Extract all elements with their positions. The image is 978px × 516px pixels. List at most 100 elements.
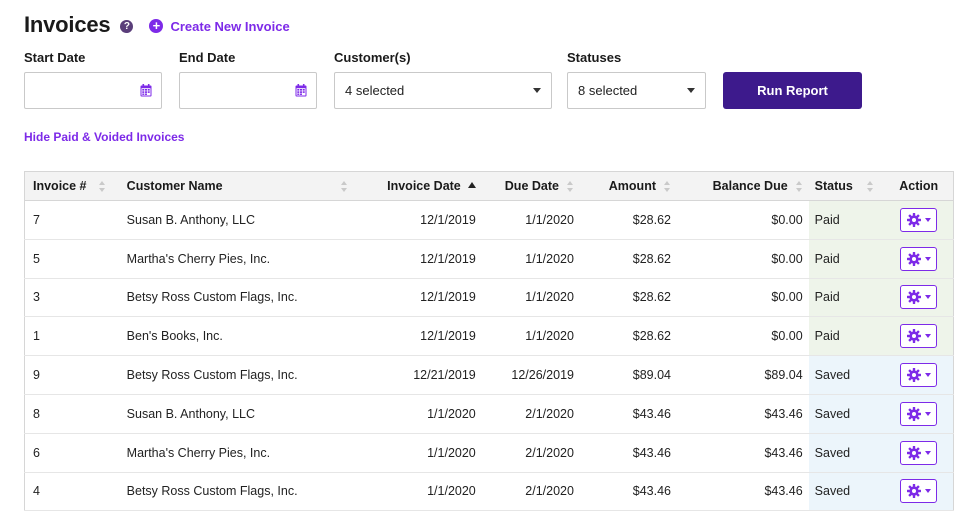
action-cell bbox=[884, 200, 955, 240]
calendar-icon[interactable] bbox=[140, 84, 152, 97]
chevron-down-icon bbox=[924, 373, 931, 378]
amount-cell: $28.62 bbox=[583, 239, 681, 279]
column-header-invoice-date[interactable]: Invoice Date bbox=[357, 171, 486, 201]
start-date-input[interactable] bbox=[24, 72, 162, 109]
balance-due-cell: $43.46 bbox=[681, 433, 809, 473]
end-date-input[interactable] bbox=[179, 72, 317, 109]
question-circle-icon[interactable]: ? bbox=[120, 20, 134, 33]
column-header-invoice-number[interactable]: Invoice # bbox=[23, 171, 116, 201]
customer-name-cell: Betsy Ross Custom Flags, Inc. bbox=[115, 472, 358, 512]
balance-due-cell: $43.46 bbox=[681, 394, 809, 434]
action-cell bbox=[884, 239, 955, 279]
create-new-invoice-link[interactable]: + Create New Invoice bbox=[149, 19, 290, 34]
row-action-button[interactable] bbox=[900, 401, 938, 426]
column-header-customer-name[interactable]: Customer Name bbox=[115, 171, 358, 201]
due-date-cell: 1/1/2020 bbox=[485, 239, 584, 279]
sort-icon bbox=[867, 181, 874, 192]
invoice-date-cell: 12/21/2019 bbox=[357, 355, 486, 395]
statuses-label: Statuses bbox=[567, 50, 622, 65]
table-row[interactable]: 5 Martha's Cherry Pies, Inc. 12/1/2019 1… bbox=[23, 239, 955, 279]
plus-circle-icon: + bbox=[149, 19, 164, 33]
chevron-down-icon bbox=[924, 489, 931, 494]
gear-icon bbox=[906, 290, 921, 305]
invoice-number-cell: 8 bbox=[23, 394, 116, 434]
gear-icon bbox=[906, 445, 921, 460]
sort-icon bbox=[566, 181, 574, 193]
sort-ascending-icon bbox=[467, 181, 476, 188]
gear-icon bbox=[906, 212, 921, 227]
due-date-cell: 1/1/2020 bbox=[485, 278, 584, 318]
customer-name-cell: Susan B. Anthony, LLC bbox=[115, 394, 358, 434]
amount-cell: $28.62 bbox=[583, 278, 681, 318]
customers-select[interactable]: 4 selected bbox=[334, 72, 552, 109]
action-cell bbox=[884, 472, 955, 512]
table-row[interactable]: 4 Betsy Ross Custom Flags, Inc. 1/1/2020… bbox=[23, 472, 955, 512]
status-cell: Saved bbox=[808, 433, 885, 473]
calendar-icon[interactable] bbox=[295, 84, 307, 97]
column-header-due-date[interactable]: Due Date bbox=[485, 171, 584, 201]
customer-name-cell: Ben's Books, Inc. bbox=[115, 316, 358, 357]
invoice-number-cell: 3 bbox=[23, 278, 116, 318]
table-row[interactable]: 3 Betsy Ross Custom Flags, Inc. 12/1/201… bbox=[23, 278, 955, 318]
chevron-down-icon bbox=[924, 256, 931, 261]
row-action-button[interactable] bbox=[900, 324, 938, 349]
balance-due-cell: $89.04 bbox=[681, 355, 809, 395]
customers-label: Customer(s) bbox=[334, 50, 411, 65]
column-header-label: Invoice # bbox=[33, 179, 87, 193]
balance-due-cell: $0.00 bbox=[681, 200, 809, 240]
customers-select-value: 4 selected bbox=[345, 83, 405, 98]
invoice-date-cell: 1/1/2020 bbox=[357, 433, 486, 473]
row-action-button[interactable] bbox=[900, 285, 938, 310]
chevron-down-icon bbox=[924, 411, 931, 416]
chevron-down-icon bbox=[533, 88, 541, 93]
invoice-number-cell: 5 bbox=[23, 239, 116, 279]
customer-name-cell: Betsy Ross Custom Flags, Inc. bbox=[115, 278, 358, 318]
invoice-number-cell: 4 bbox=[23, 472, 116, 512]
gear-icon bbox=[906, 406, 921, 421]
action-cell bbox=[884, 433, 955, 473]
row-action-button[interactable] bbox=[900, 363, 938, 388]
statuses-select-value: 8 selected bbox=[578, 83, 638, 98]
invoice-number-cell: 1 bbox=[23, 316, 116, 357]
due-date-cell: 2/1/2020 bbox=[485, 472, 584, 512]
row-action-button[interactable] bbox=[900, 440, 938, 465]
column-header-amount[interactable]: Amount bbox=[583, 171, 681, 201]
column-header-label: Balance Due bbox=[712, 179, 788, 193]
due-date-cell: 2/1/2020 bbox=[485, 433, 584, 473]
row-action-button[interactable] bbox=[900, 207, 938, 232]
gear-icon bbox=[906, 251, 921, 266]
status-cell: Saved bbox=[808, 355, 885, 395]
start-date-label: Start Date bbox=[24, 50, 86, 65]
balance-due-cell: $0.00 bbox=[681, 239, 809, 279]
balance-due-cell: $0.00 bbox=[681, 278, 809, 318]
due-date-cell: 1/1/2020 bbox=[485, 316, 584, 357]
table-row[interactable]: 8 Susan B. Anthony, LLC 1/1/2020 2/1/202… bbox=[23, 394, 955, 434]
end-date-label: End Date bbox=[179, 50, 236, 65]
status-cell: Paid bbox=[808, 200, 885, 240]
table-row[interactable]: 1 Ben's Books, Inc. 12/1/2019 1/1/2020 $… bbox=[23, 316, 955, 357]
row-action-button[interactable] bbox=[900, 479, 938, 504]
invoice-date-cell: 12/1/2019 bbox=[357, 316, 486, 357]
hide-paid-voided-link[interactable]: Hide Paid & Voided Invoices bbox=[24, 130, 185, 144]
gear-icon bbox=[906, 484, 921, 499]
gear-icon bbox=[906, 368, 921, 383]
status-cell: Saved bbox=[808, 472, 885, 512]
column-header-balance-due[interactable]: Balance Due bbox=[681, 171, 809, 201]
customer-name-cell: Martha's Cherry Pies, Inc. bbox=[115, 239, 358, 279]
table-row[interactable]: 6 Martha's Cherry Pies, Inc. 1/1/2020 2/… bbox=[23, 433, 955, 473]
chevron-down-icon bbox=[924, 217, 931, 222]
table-row[interactable]: 7 Susan B. Anthony, LLC 12/1/2019 1/1/20… bbox=[23, 200, 955, 240]
status-cell: Paid bbox=[808, 316, 885, 357]
statuses-select[interactable]: 8 selected bbox=[567, 72, 706, 109]
column-header-status[interactable]: Status bbox=[808, 171, 885, 201]
balance-due-cell: $43.46 bbox=[681, 472, 809, 512]
table-row[interactable]: 9 Betsy Ross Custom Flags, Inc. 12/21/20… bbox=[23, 355, 955, 395]
run-report-button[interactable]: Run Report bbox=[723, 72, 862, 109]
column-header-label: Status bbox=[814, 179, 853, 193]
invoices-table: Invoice # Customer Name Invoice Date Due… bbox=[23, 171, 955, 512]
row-action-button[interactable] bbox=[900, 246, 938, 271]
sort-icon bbox=[98, 181, 106, 192]
column-header-label: Amount bbox=[608, 179, 656, 193]
page-title: Invoices bbox=[24, 12, 111, 37]
status-cell: Saved bbox=[808, 394, 885, 434]
